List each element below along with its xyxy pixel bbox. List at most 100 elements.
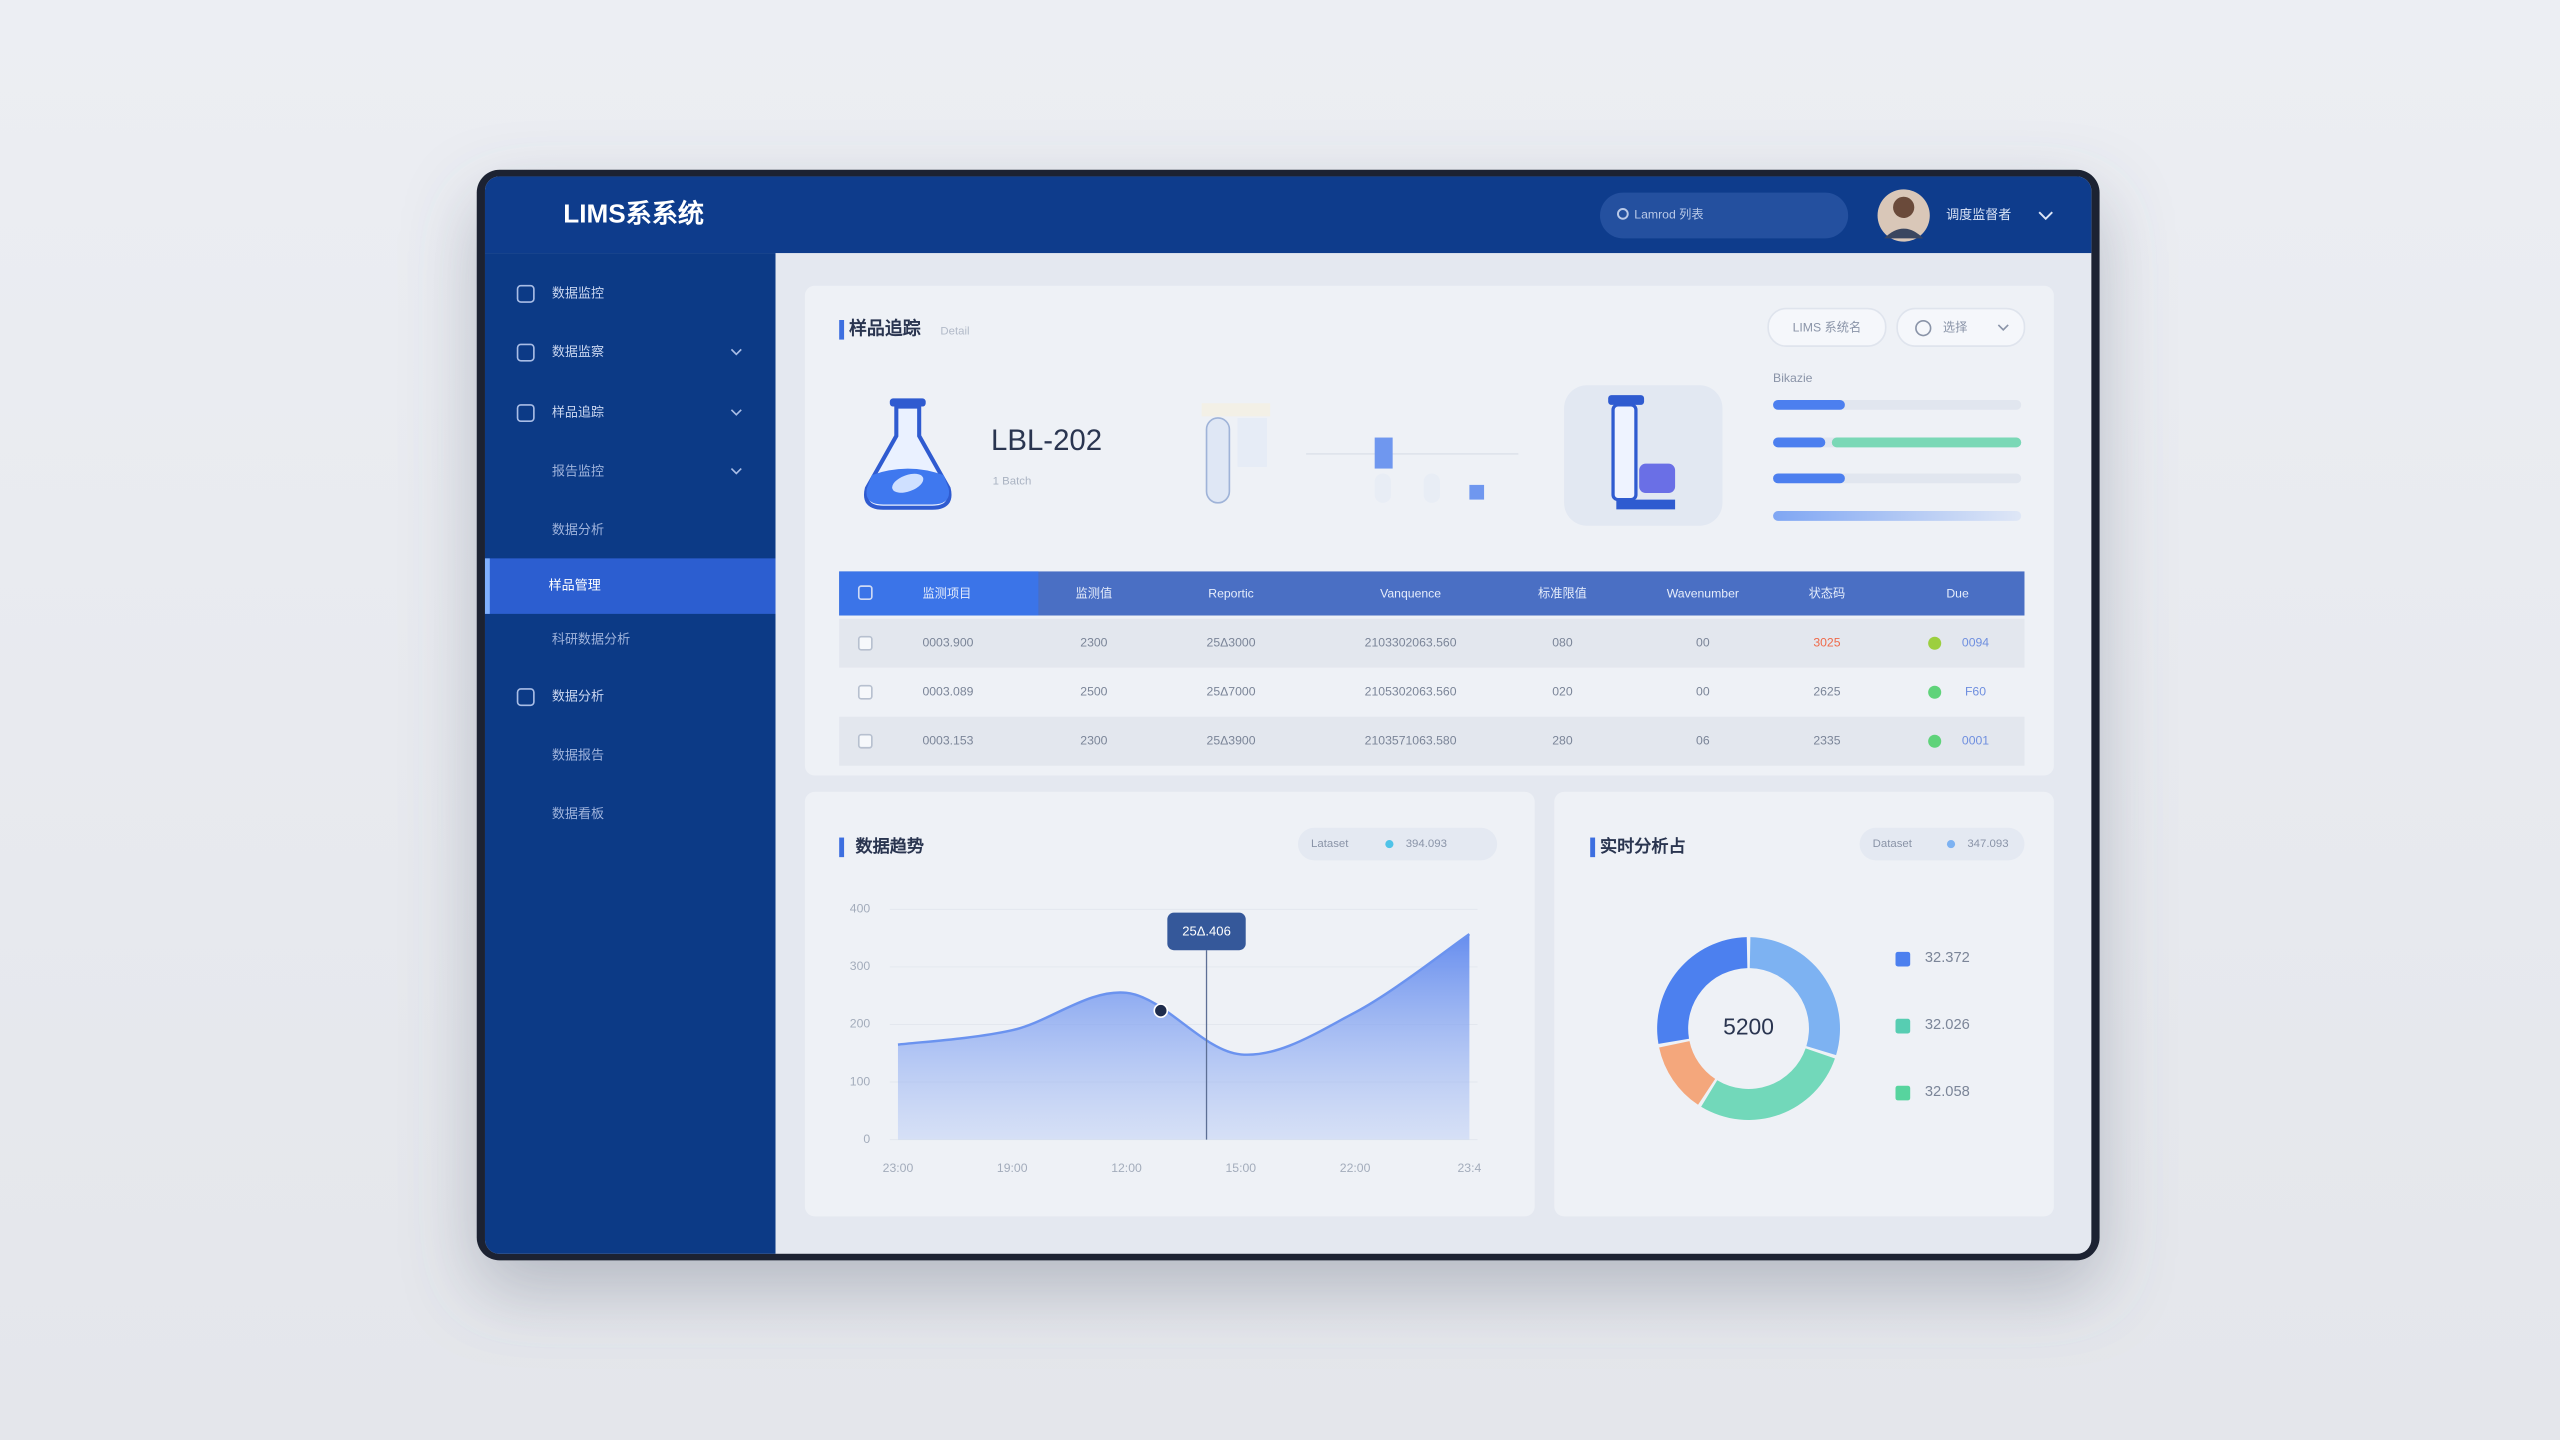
pie-slice <box>1659 1041 1716 1105</box>
legend-text: 394.093 <box>1406 838 1447 850</box>
sample-title: 样品追踪 <box>849 318 921 339</box>
button[interactable] <box>1767 307 1887 347</box>
row-checkbox[interactable] <box>857 635 873 651</box>
menu-icon <box>516 688 535 707</box>
table-head: 标准限值 <box>1538 586 1587 601</box>
title-stripe <box>1590 837 1596 858</box>
legend-label: 32.026 <box>1925 1017 1970 1033</box>
avatar-body <box>1884 228 1924 239</box>
menu-item[interactable]: 报告监控 <box>552 463 604 478</box>
hover-point <box>1153 1003 1169 1018</box>
y-tick-label: 0 <box>863 1132 870 1146</box>
legend-pill <box>1859 827 2025 861</box>
annotation: 25Δ.406 <box>1182 924 1231 939</box>
x-tick-label: 23:00 <box>883 1161 914 1175</box>
flask-icon <box>864 398 952 510</box>
area-fill <box>897 934 1470 1140</box>
row-checkbox[interactable] <box>857 684 873 700</box>
status-dot <box>1928 685 1942 699</box>
app: LIMS系系统 Lamrod 列表 调度监督者 样品追踪 Detail LIMS… <box>484 176 2092 1254</box>
table-head: 状态码 <box>1809 587 1846 601</box>
legend-dot <box>1946 839 1956 849</box>
table-cell: 00 <box>1696 684 1710 698</box>
x-tick-label: 12:00 <box>1111 1161 1142 1175</box>
center-label: 5200 <box>1723 1014 1774 1040</box>
header-checkbox[interactable] <box>857 585 873 600</box>
sample-sub: 1 Batch <box>993 476 1032 488</box>
menu-icon <box>516 284 535 303</box>
chart-title: 数据趋势 <box>856 836 925 856</box>
avatar-head <box>1893 196 1915 218</box>
y-tick-label: 200 <box>850 1017 871 1031</box>
table-cell: 25Δ7000 <box>1207 684 1256 698</box>
table-cell: 0001 <box>1962 733 1989 747</box>
table-cell: 2103302063.560 <box>1365 635 1457 649</box>
menu-item[interactable]: 样品管理 <box>549 578 601 593</box>
annotation-box <box>1167 912 1246 951</box>
table-cell: 020 <box>1552 684 1573 698</box>
menu-item[interactable]: 数据分析 <box>552 522 604 537</box>
table-head: 监测项目 <box>922 587 971 601</box>
row-checkbox[interactable] <box>857 733 873 749</box>
test-tubes <box>1201 403 1519 504</box>
legend-swatch <box>1895 951 1911 967</box>
table-cell: 0003.900 <box>922 635 973 649</box>
microscope-icon <box>1564 385 1723 526</box>
table-cell: 25Δ3900 <box>1207 733 1256 747</box>
y-tick-label: 300 <box>850 959 871 973</box>
table-cell: 00 <box>1696 635 1710 649</box>
x-tick-label: 15:00 <box>1226 1161 1257 1175</box>
select-icon <box>1915 319 1932 337</box>
x-tick-label: 22:00 <box>1340 1161 1371 1175</box>
table-row <box>839 618 2025 668</box>
select-caret <box>1997 324 2009 331</box>
title-stripe <box>839 837 845 858</box>
sample-code: LBL-202 <box>991 424 1102 457</box>
progress-label: Bikazie <box>1773 371 1813 385</box>
user-caret[interactable] <box>2038 211 2053 221</box>
legend-swatch <box>1895 1018 1911 1034</box>
table-cell: 0003.089 <box>922 684 973 698</box>
legend-label: 32.058 <box>1925 1084 1970 1100</box>
table-cell: 0003.153 <box>922 733 973 747</box>
menu-item[interactable]: 数据分析 <box>552 689 604 704</box>
menu-item[interactable]: 数据报告 <box>552 747 604 762</box>
y-tick-label: 400 <box>850 902 871 916</box>
select-text: 选择 <box>1943 320 1967 334</box>
app-title: LIMS系系统 <box>563 198 704 228</box>
select[interactable] <box>1896 307 2026 347</box>
x-tick-label: 23:4 <box>1457 1161 1481 1175</box>
legend-text: Dataset <box>1873 838 1913 850</box>
table-head: Reportic <box>1208 587 1254 601</box>
menu-caret <box>730 467 742 475</box>
menu-item[interactable]: 数据监控 <box>552 285 604 300</box>
x-tick-label: 19:00 <box>997 1161 1028 1175</box>
pie-slice <box>1657 937 1748 1044</box>
table-cell: 2103571063.580 <box>1365 733 1457 747</box>
sidebar <box>484 253 776 1254</box>
table-cell: 0094 <box>1962 635 1989 649</box>
table-cell: F60 <box>1965 684 1986 698</box>
table-cell: 3025 <box>1813 635 1840 649</box>
menu-item[interactable]: 科研数据分析 <box>552 631 630 646</box>
menu-item[interactable]: 数据看板 <box>552 806 604 821</box>
table-cell: 2300 <box>1080 733 1107 747</box>
table-cell: 2335 <box>1813 733 1840 747</box>
active-item[interactable] <box>484 558 776 614</box>
menu-item[interactable]: 数据监察 <box>552 344 604 359</box>
active-stripe <box>484 558 490 614</box>
search-box[interactable] <box>1599 192 1849 239</box>
progress-bars <box>1773 399 2022 521</box>
pie-slice <box>1749 937 1840 1056</box>
table-head: 监测值 <box>1076 586 1113 601</box>
legend-label: 32.372 <box>1925 950 1970 966</box>
table-cell: 2105302063.560 <box>1365 684 1457 698</box>
search-icon <box>1616 207 1629 220</box>
sample-tag: Detail <box>940 325 969 337</box>
header-bar <box>484 176 2092 254</box>
legend-text: Lataset <box>1311 838 1349 850</box>
menu-item[interactable]: 样品追踪 <box>552 405 604 420</box>
table-cell: 280 <box>1552 733 1573 747</box>
